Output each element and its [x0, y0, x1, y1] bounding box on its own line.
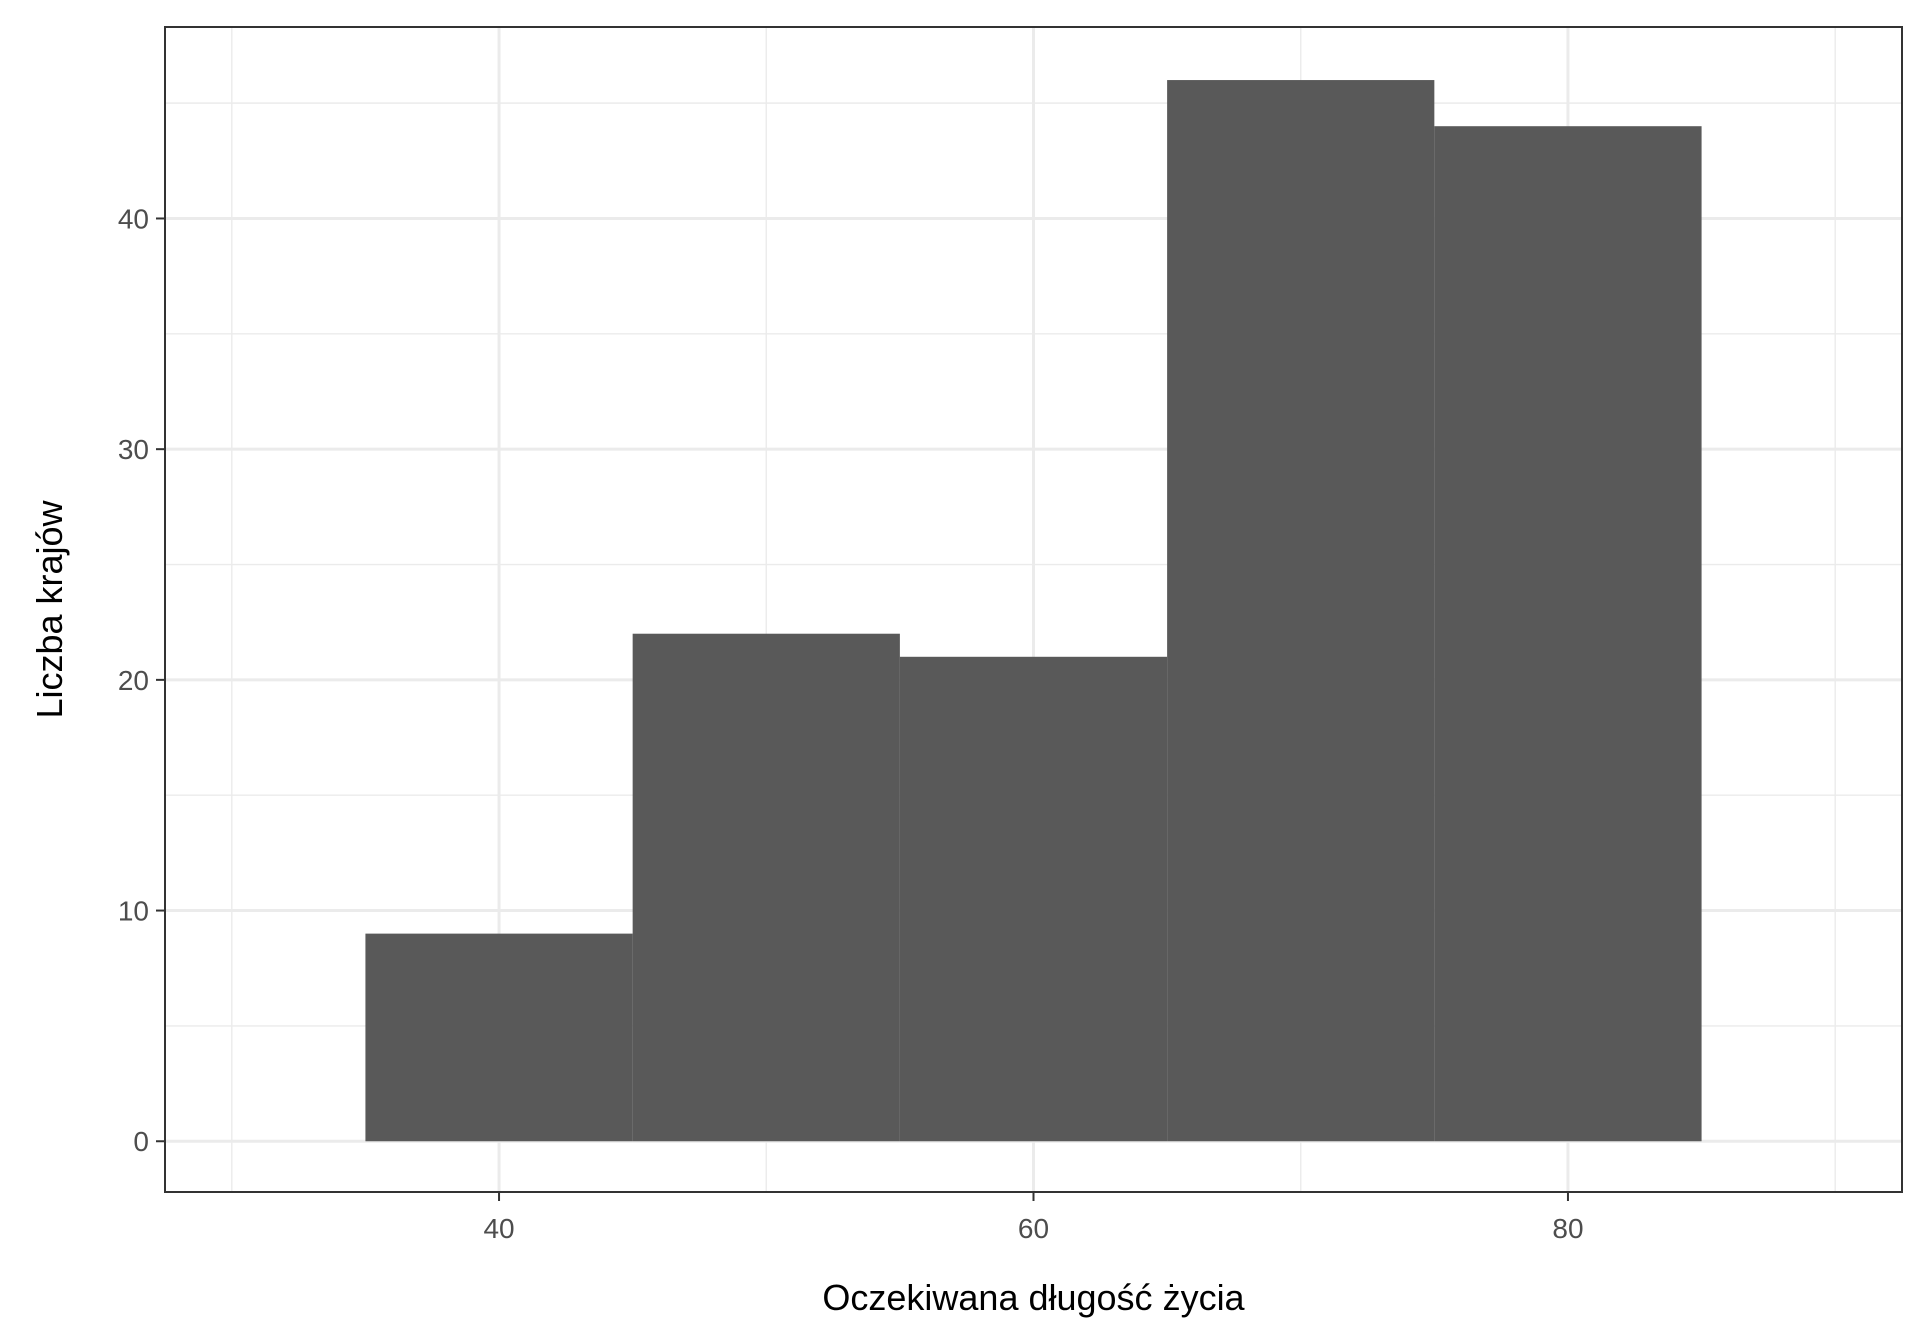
histogram-bar: [1434, 126, 1702, 1142]
histogram-bar: [1167, 80, 1435, 1142]
histogram-bars: [365, 80, 1702, 1142]
histogram-bar: [899, 656, 1168, 1142]
histogram-bar: [632, 633, 900, 1142]
y-axis-ticks: 0 10 20 30 40: [118, 203, 165, 1157]
histogram-bar: [365, 933, 633, 1142]
y-tick-label: 0: [133, 1126, 149, 1157]
y-tick-label: 30: [118, 434, 149, 465]
y-tick-label: 10: [118, 896, 149, 927]
y-tick-label: 20: [118, 665, 149, 696]
x-axis-title: Oczekiwana długość życia: [822, 1277, 1245, 1318]
x-tick-label: 40: [483, 1213, 514, 1244]
y-axis-title: Liczba krajów: [29, 499, 70, 718]
x-tick-label: 80: [1552, 1213, 1583, 1244]
y-tick-label: 40: [118, 203, 149, 234]
x-axis-ticks: 40 60 80: [483, 1192, 1584, 1244]
x-tick-label: 60: [1018, 1213, 1049, 1244]
